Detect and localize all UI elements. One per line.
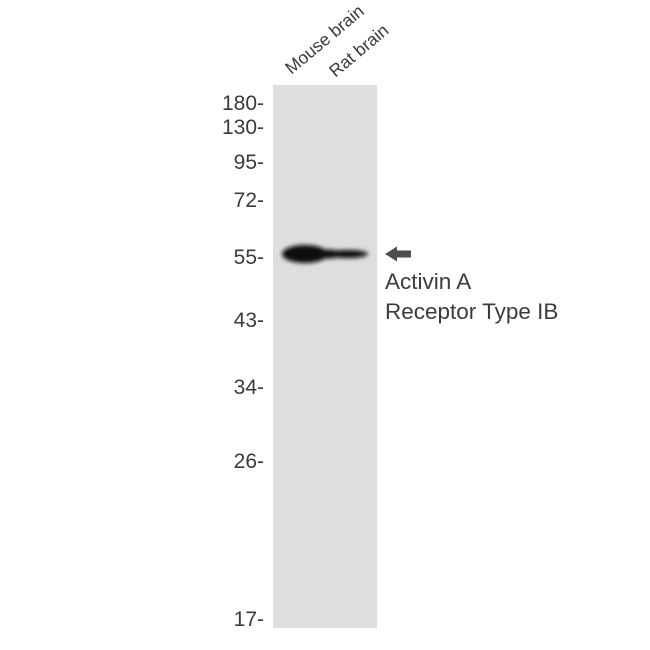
mw-label-72: 72- (233, 189, 264, 212)
mw-label-43: 43- (233, 309, 264, 332)
protein-bands-layer (282, 245, 368, 263)
target-annotation: Activin A Receptor Type IB (385, 267, 558, 327)
target-name-line1: Activin A (385, 269, 472, 294)
left-arrow-icon (385, 246, 411, 262)
band-rat-brain (328, 250, 368, 258)
blot-membrane (273, 85, 377, 628)
target-name-line2: Receptor Type IB (385, 299, 559, 324)
mw-label-180: 180- (221, 92, 264, 115)
band-mouse-brain (282, 245, 328, 263)
mw-label-55: 55- (233, 246, 264, 269)
mw-label-95: 95- (233, 151, 264, 174)
mw-label-130: 130- (221, 116, 264, 139)
mw-label-26: 26- (233, 450, 264, 473)
mw-label-34: 34- (233, 376, 264, 399)
band-pointer (385, 246, 412, 262)
mw-label-17: 17- (233, 608, 264, 631)
